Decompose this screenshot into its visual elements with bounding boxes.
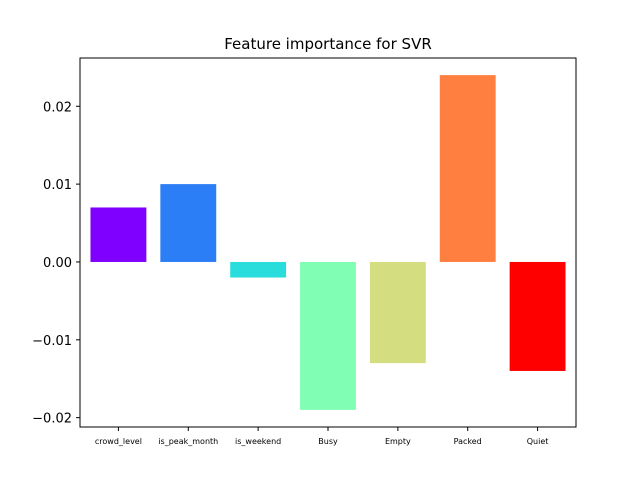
chart-title: Feature importance for SVR [224,35,432,53]
bar-quiet [509,261,566,371]
bar-empty [369,261,426,364]
bar-packed [439,75,496,262]
y-tick-label: 0.01 [43,178,72,193]
y-tick-label: 0.02 [43,100,72,115]
y-tick-label: −0.01 [32,334,72,349]
plot-frame [79,57,577,428]
x-axis: crowd_level is_peak_month is_weekend Busy Em… [95,427,549,446]
x-tick-label: Busy [318,437,338,446]
x-tick-label: Quiet [527,437,549,446]
bars-group [90,75,566,410]
y-tick-label: −0.02 [32,412,72,427]
bar-crowd-level [90,207,147,262]
x-tick-label: crowd_level [95,437,142,446]
bar-is-peak-month [160,184,217,262]
y-axis: −0.02 −0.01 0.00 0.01 0.02 [32,100,80,427]
x-tick-label: is_weekend [235,437,281,446]
bar-is-weekend [230,261,287,278]
y-tick-label: 0.00 [43,256,72,271]
bar-busy [300,261,356,410]
x-tick-label: is_peak_month [158,437,218,446]
x-tick-label: Empty [385,437,411,446]
x-tick-label: Packed [454,437,482,446]
